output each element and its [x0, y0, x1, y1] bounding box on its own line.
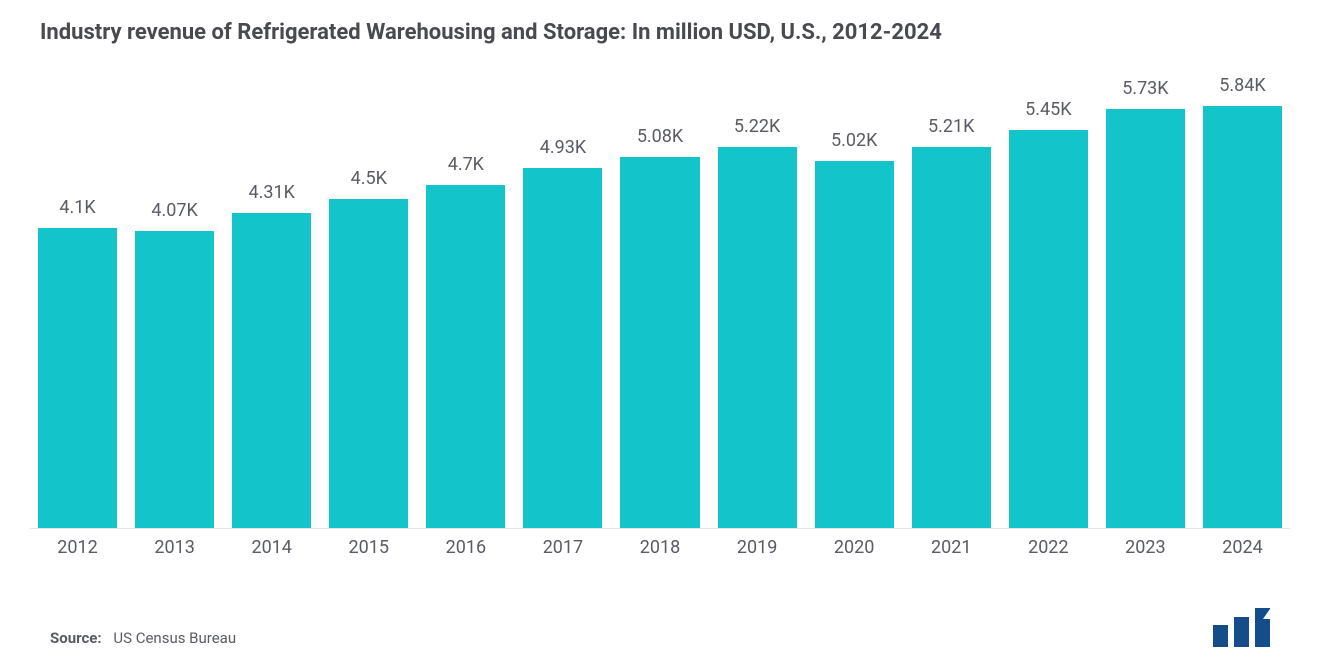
x-axis-label: 2015: [329, 537, 408, 558]
bar: [38, 228, 117, 528]
logo-bar-icon: [1255, 608, 1270, 647]
x-axis-label: 2012: [38, 537, 117, 558]
chart-footer: Source: US Census Bureau: [30, 608, 1290, 665]
bar-value-label: 5.21K: [928, 116, 974, 137]
source-label: Source:: [50, 629, 102, 647]
chart-title: Industry revenue of Refrigerated Warehou…: [30, 20, 1290, 45]
bar-value-label: 4.93K: [540, 137, 586, 158]
x-axis-label: 2021: [912, 537, 991, 558]
source-line: Source: US Census Bureau: [50, 629, 236, 647]
bar-value-label: 4.07K: [151, 200, 197, 221]
bar-group: 5.84K: [1203, 75, 1282, 528]
source-value: US Census Bureau: [113, 629, 236, 647]
bar-value-label: 4.5K: [351, 168, 387, 189]
x-axis-label: 2020: [815, 537, 894, 558]
bar: [232, 213, 311, 528]
bar-value-label: 5.22K: [734, 116, 780, 137]
x-axis: 2012 2013 2014 2015 2016 2017 2018 2019 2020 2021…: [30, 529, 1290, 558]
x-axis-label: 2019: [718, 537, 797, 558]
bar-group: 5.21K: [912, 75, 991, 528]
chart-container: Industry revenue of Refrigerated Warehou…: [0, 0, 1320, 665]
x-axis-label: 2022: [1009, 537, 1088, 558]
bar-value-label: 5.02K: [831, 130, 877, 151]
bar: [1203, 106, 1282, 528]
bar: [1009, 130, 1088, 528]
bar-group: 4.93K: [523, 75, 602, 528]
x-axis-label: 2017: [523, 537, 602, 558]
bar: [620, 157, 699, 528]
bar-value-label: 4.31K: [249, 182, 295, 203]
x-axis-label: 2013: [135, 537, 214, 558]
bar: [426, 185, 505, 528]
bar-group: 5.45K: [1009, 75, 1088, 528]
bar-value-label: 4.7K: [448, 154, 484, 175]
x-axis-label: 2016: [426, 537, 505, 558]
x-axis-label: 2024: [1203, 537, 1282, 558]
bar: [912, 147, 991, 528]
bar-group: 5.08K: [620, 75, 699, 528]
bar: [718, 147, 797, 528]
bar-group: 5.02K: [815, 75, 894, 528]
bar-value-label: 5.45K: [1025, 99, 1071, 120]
bar: [1106, 109, 1185, 528]
bar-value-label: 5.08K: [637, 126, 683, 147]
x-axis-label: 2023: [1106, 537, 1185, 558]
bar-group: 5.22K: [718, 75, 797, 528]
x-axis-label: 2014: [232, 537, 311, 558]
bar-group: 4.1K: [38, 75, 117, 528]
bar-value-label: 5.84K: [1219, 75, 1265, 96]
bar: [815, 161, 894, 528]
bar-group: 5.73K: [1106, 75, 1185, 528]
plot-area: 4.1K 4.07K 4.31K 4.5K 4.7K 4.93K 5.08K 5.22K 5.0…: [30, 75, 1290, 529]
bar: [329, 199, 408, 528]
logo-arrow-icon: [1263, 606, 1272, 619]
brand-logo: [1213, 608, 1280, 647]
logo-bar-icon: [1213, 625, 1228, 647]
bar-group: 4.5K: [329, 75, 408, 528]
bar: [135, 231, 214, 528]
bar: [523, 168, 602, 528]
bar-group: 4.31K: [232, 75, 311, 528]
x-axis-label: 2018: [620, 537, 699, 558]
bar-group: 4.7K: [426, 75, 505, 528]
bar-value-label: 4.1K: [59, 197, 95, 218]
bar-value-label: 5.73K: [1122, 78, 1168, 99]
logo-bar-icon: [1234, 617, 1249, 647]
bar-group: 4.07K: [135, 75, 214, 528]
